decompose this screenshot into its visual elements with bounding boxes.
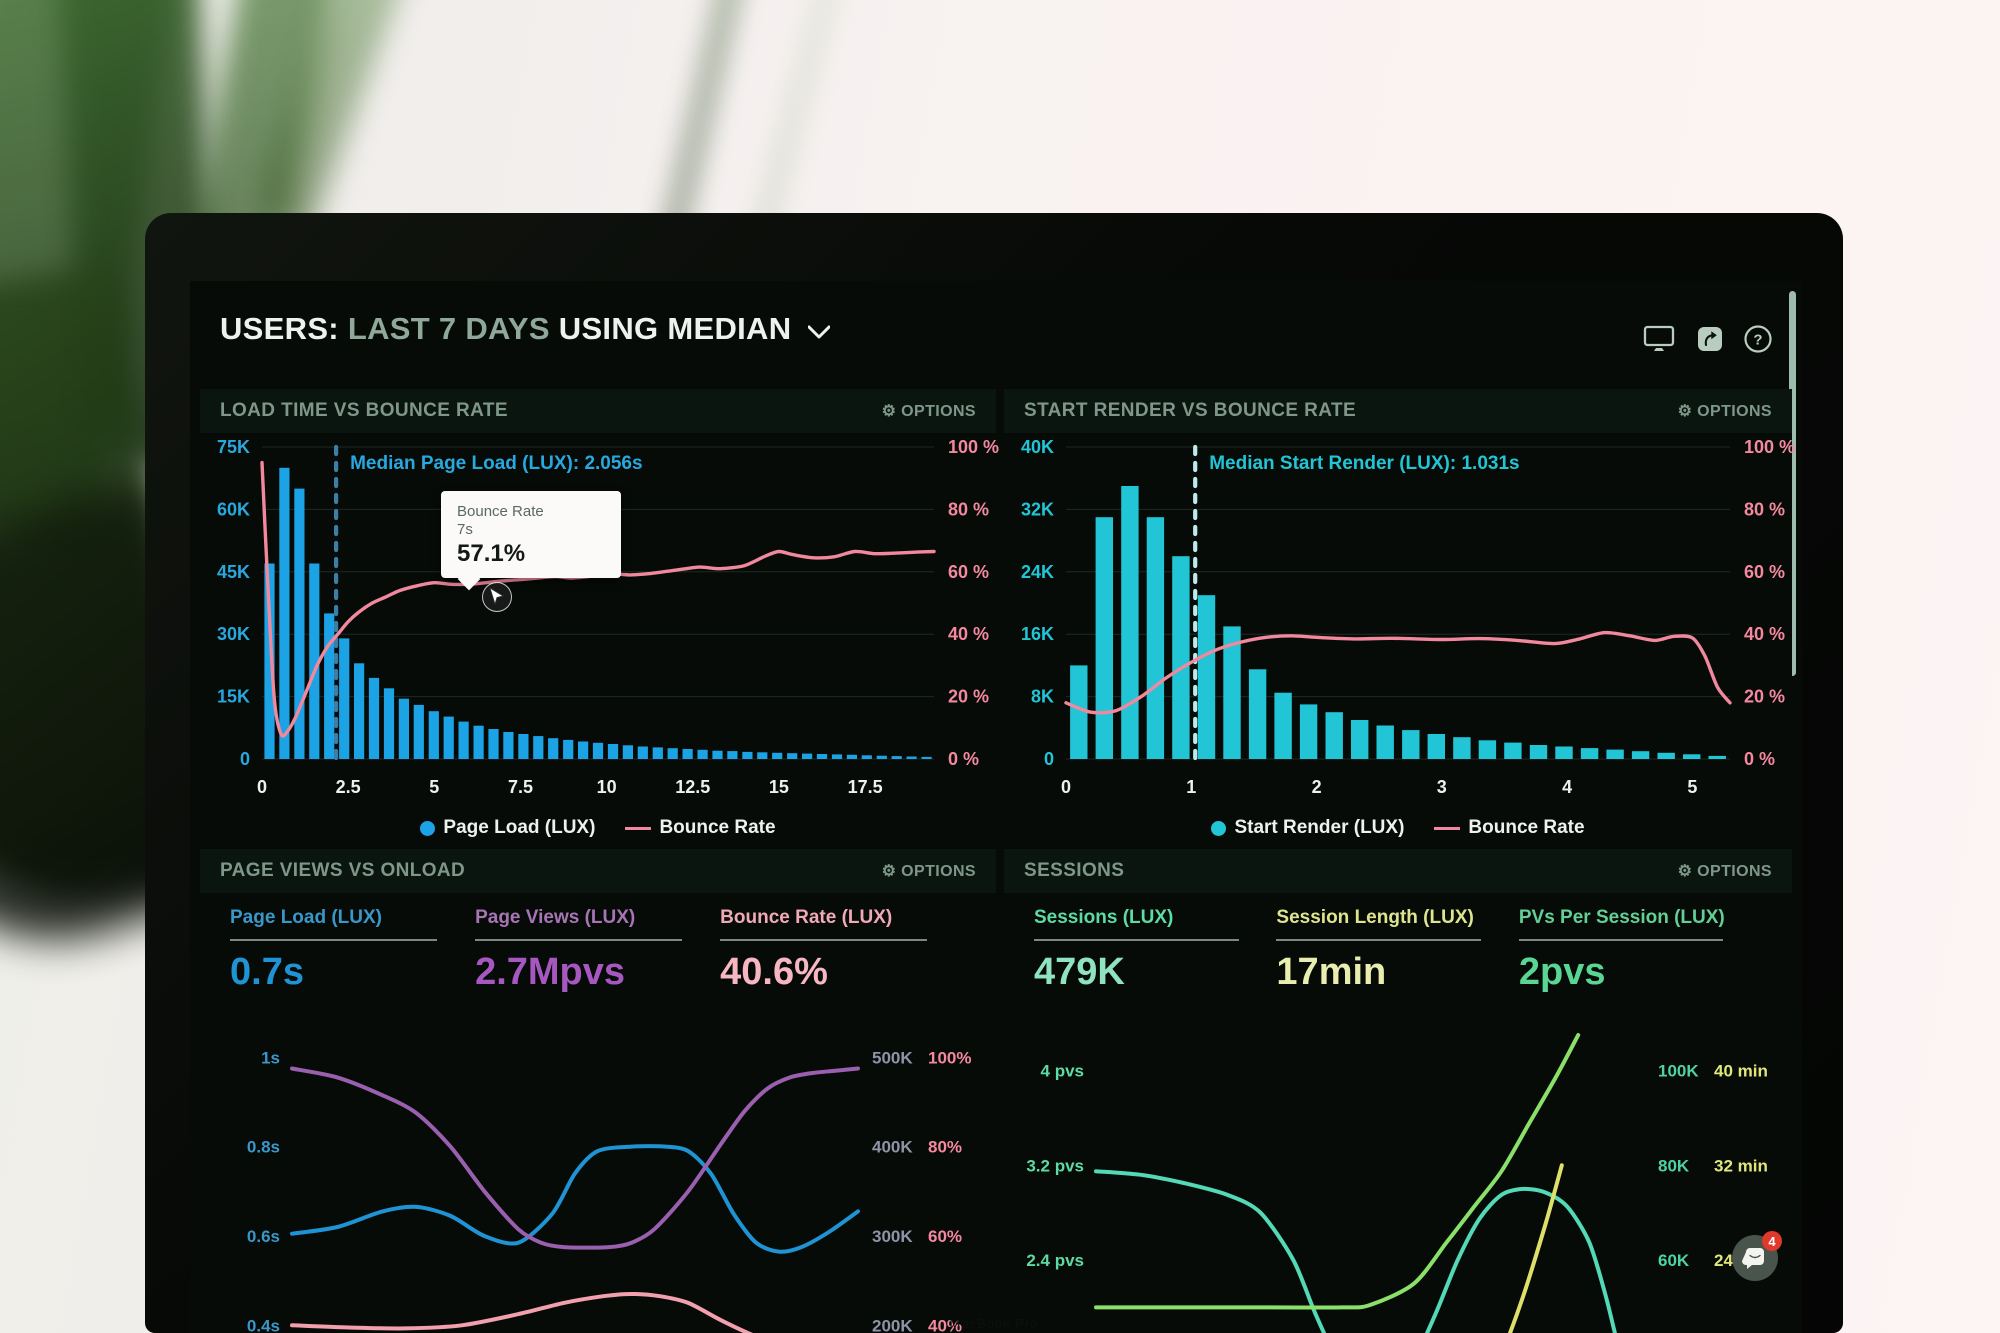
svg-text:32 min: 32 min bbox=[1714, 1156, 1768, 1175]
svg-text:60K: 60K bbox=[1658, 1251, 1690, 1270]
svg-text:0: 0 bbox=[240, 749, 250, 769]
svg-text:32K: 32K bbox=[1021, 499, 1054, 519]
svg-text:Median Page Load (LUX): 2.056s: Median Page Load (LUX): 2.056s bbox=[350, 453, 642, 474]
svg-text:Median Start Render (LUX): 1.0: Median Start Render (LUX): 1.031s bbox=[1209, 453, 1519, 474]
svg-text:8K: 8K bbox=[1031, 687, 1054, 707]
svg-text:0 %: 0 % bbox=[948, 749, 979, 769]
svg-text:80%: 80% bbox=[928, 1138, 962, 1157]
svg-text:1: 1 bbox=[1186, 777, 1196, 797]
svg-text:40 %: 40 % bbox=[948, 624, 989, 644]
svg-text:15: 15 bbox=[769, 777, 789, 797]
svg-text:0: 0 bbox=[1061, 777, 1071, 797]
svg-text:2: 2 bbox=[1312, 777, 1322, 797]
svg-text:12.5: 12.5 bbox=[675, 777, 710, 797]
svg-text:1s: 1s bbox=[261, 1048, 280, 1067]
svg-text:40K: 40K bbox=[1021, 437, 1054, 457]
svg-text:20 %: 20 % bbox=[1744, 687, 1785, 707]
svg-text:300K: 300K bbox=[872, 1227, 913, 1246]
svg-text:?: ? bbox=[1753, 332, 1762, 349]
svg-text:7.5: 7.5 bbox=[508, 777, 533, 797]
svg-text:100K: 100K bbox=[1658, 1062, 1699, 1081]
svg-text:0 %: 0 % bbox=[1744, 749, 1775, 769]
svg-text:80K: 80K bbox=[1658, 1156, 1690, 1175]
svg-text:0: 0 bbox=[1044, 749, 1054, 769]
svg-text:20 %: 20 % bbox=[948, 687, 989, 707]
svg-text:60 %: 60 % bbox=[948, 562, 989, 582]
svg-text:100 %: 100 % bbox=[1744, 437, 1795, 457]
svg-text:15K: 15K bbox=[217, 687, 250, 707]
svg-text:3.2 pvs: 3.2 pvs bbox=[1026, 1156, 1084, 1175]
svg-text:100%: 100% bbox=[928, 1048, 971, 1067]
svg-text:75K: 75K bbox=[217, 437, 250, 457]
svg-text:0.4s: 0.4s bbox=[247, 1316, 280, 1333]
svg-text:80 %: 80 % bbox=[1744, 499, 1785, 519]
svg-text:400K: 400K bbox=[872, 1138, 913, 1157]
svg-text:5: 5 bbox=[1687, 777, 1697, 797]
svg-text:17.5: 17.5 bbox=[848, 777, 883, 797]
svg-text:45K: 45K bbox=[217, 562, 250, 582]
svg-text:60K: 60K bbox=[217, 499, 250, 519]
svg-text:0: 0 bbox=[257, 777, 267, 797]
svg-text:200K: 200K bbox=[872, 1316, 913, 1333]
svg-text:40 %: 40 % bbox=[1744, 624, 1785, 644]
svg-text:10: 10 bbox=[597, 777, 617, 797]
svg-text:0.8s: 0.8s bbox=[247, 1138, 280, 1157]
svg-text:30K: 30K bbox=[217, 624, 250, 644]
svg-text:60 %: 60 % bbox=[1744, 562, 1785, 582]
svg-text:24K: 24K bbox=[1021, 562, 1054, 582]
svg-text:4: 4 bbox=[1562, 777, 1572, 797]
svg-text:2.4 pvs: 2.4 pvs bbox=[1026, 1251, 1084, 1270]
svg-text:60%: 60% bbox=[928, 1227, 962, 1246]
svg-text:2.5: 2.5 bbox=[336, 777, 361, 797]
svg-text:3: 3 bbox=[1437, 777, 1447, 797]
svg-text:500K: 500K bbox=[872, 1048, 913, 1067]
svg-text:40 min: 40 min bbox=[1714, 1062, 1768, 1081]
svg-text:4 pvs: 4 pvs bbox=[1041, 1062, 1084, 1081]
svg-text:5: 5 bbox=[429, 777, 439, 797]
svg-text:16K: 16K bbox=[1021, 624, 1054, 644]
svg-text:0.6s: 0.6s bbox=[247, 1227, 280, 1246]
svg-text:80 %: 80 % bbox=[948, 499, 989, 519]
svg-text:100 %: 100 % bbox=[948, 437, 999, 457]
